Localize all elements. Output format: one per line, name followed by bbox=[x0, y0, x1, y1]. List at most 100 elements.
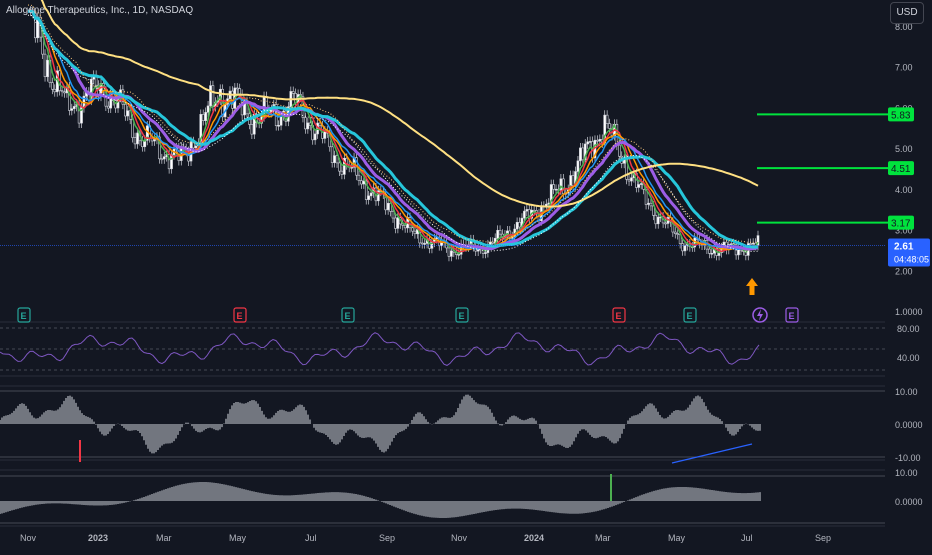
candle-body bbox=[338, 162, 341, 172]
candle-body bbox=[630, 177, 633, 182]
candle-body bbox=[729, 243, 733, 246]
candle-body bbox=[596, 139, 599, 142]
candle-body bbox=[279, 115, 283, 126]
earnings-marker bbox=[683, 307, 697, 323]
ma-cyan-line bbox=[27, 9, 759, 249]
candle-body bbox=[162, 156, 166, 160]
candle-body bbox=[484, 252, 487, 254]
candle-body bbox=[408, 217, 412, 229]
candle-body bbox=[33, 13, 37, 39]
earnings-marker-label: E bbox=[616, 311, 622, 321]
candle-body bbox=[201, 114, 205, 121]
ma-yellow-line bbox=[40, 0, 759, 208]
candle-body bbox=[588, 141, 592, 143]
candle-body bbox=[401, 223, 405, 226]
time-axis-label: May bbox=[229, 533, 247, 543]
ma-dotted-line bbox=[27, 4, 759, 244]
candle-body bbox=[515, 222, 519, 230]
candle-body bbox=[617, 144, 621, 157]
candle-body bbox=[209, 85, 212, 107]
candle-body bbox=[676, 233, 680, 235]
earnings-marker bbox=[341, 307, 355, 323]
time-axis-label: Nov bbox=[20, 533, 37, 543]
current-price-badge bbox=[888, 238, 930, 267]
time-axis-label: 2023 bbox=[88, 533, 108, 543]
candle-body bbox=[559, 178, 563, 191]
osc-tick-label: 10.00 bbox=[895, 387, 918, 397]
earnings-marker-label: E bbox=[345, 311, 351, 321]
candle-body bbox=[70, 108, 74, 111]
candle-body bbox=[386, 202, 390, 211]
candle-body bbox=[206, 105, 210, 113]
candle-body bbox=[333, 155, 336, 163]
candle-body bbox=[63, 91, 66, 94]
earnings-marker bbox=[612, 307, 626, 323]
rsi-line bbox=[0, 332, 760, 366]
vol-histogram bbox=[0, 481, 761, 519]
candle-body bbox=[51, 82, 54, 90]
earnings-marker bbox=[785, 307, 799, 323]
candle-body bbox=[313, 133, 317, 141]
candle-body bbox=[532, 209, 536, 212]
osc-tick-label: 0.0000 bbox=[895, 420, 923, 430]
candle-body bbox=[394, 217, 397, 229]
candle-body bbox=[518, 222, 521, 228]
candle-body bbox=[423, 243, 426, 245]
candle-body bbox=[158, 136, 161, 160]
candle-body bbox=[160, 158, 164, 161]
vol-tick-label: 10.00 bbox=[895, 468, 918, 478]
candle-body bbox=[627, 179, 631, 182]
candle-body bbox=[343, 157, 346, 175]
price-level-badge bbox=[888, 215, 914, 230]
price-level-label: 3.17 bbox=[891, 219, 911, 230]
time-axis-label: May bbox=[668, 533, 686, 543]
candle-body bbox=[586, 141, 589, 145]
candle-body bbox=[126, 110, 130, 117]
candle-body bbox=[318, 122, 322, 127]
price-tick-label: 8.00 bbox=[895, 22, 913, 32]
candle-body bbox=[450, 250, 453, 257]
candle-body bbox=[306, 122, 310, 130]
ma-purple-line bbox=[27, 9, 759, 251]
rsi-tick-label: 80.00 bbox=[897, 324, 920, 334]
candle-body bbox=[554, 188, 558, 191]
candle-body bbox=[330, 146, 334, 163]
earnings-marker-label: E bbox=[459, 311, 465, 321]
countdown-label: 04:48:05 bbox=[894, 254, 929, 264]
candle-body bbox=[377, 190, 380, 202]
candle-body bbox=[403, 225, 407, 229]
candle-body bbox=[391, 211, 395, 219]
candle-body bbox=[637, 184, 641, 188]
candle-body bbox=[396, 217, 400, 229]
candle-body bbox=[579, 147, 582, 162]
candle-body bbox=[654, 214, 658, 225]
candle-body bbox=[562, 178, 565, 194]
candle-body bbox=[340, 170, 344, 175]
candle-body bbox=[571, 175, 575, 187]
candle-body bbox=[204, 112, 207, 121]
time-axis-label: Mar bbox=[595, 533, 611, 543]
candle-body bbox=[53, 88, 57, 93]
candle-body bbox=[652, 205, 655, 216]
candle-body bbox=[364, 180, 368, 200]
candle-body bbox=[72, 106, 76, 109]
candle-body bbox=[744, 250, 748, 256]
ma-red-line bbox=[27, 10, 759, 253]
candle-body bbox=[491, 241, 495, 244]
candle-body bbox=[683, 245, 687, 252]
rsi-tick-label: 40.00 bbox=[897, 353, 920, 363]
earnings-marker-label: E bbox=[237, 311, 243, 321]
earnings-marker bbox=[455, 307, 469, 323]
time-axis-label: Jul bbox=[305, 533, 317, 543]
candle-body bbox=[749, 243, 753, 245]
currency-button[interactable]: USD bbox=[890, 2, 924, 24]
candle-body bbox=[523, 210, 526, 219]
ma-dotted-white-line bbox=[27, 14, 759, 252]
candle-body bbox=[656, 216, 660, 225]
price-tick-label: 7.00 bbox=[895, 63, 913, 73]
earnings-marker bbox=[17, 307, 31, 323]
ma-orange-line bbox=[27, 10, 759, 251]
trend-line bbox=[671, 443, 753, 464]
